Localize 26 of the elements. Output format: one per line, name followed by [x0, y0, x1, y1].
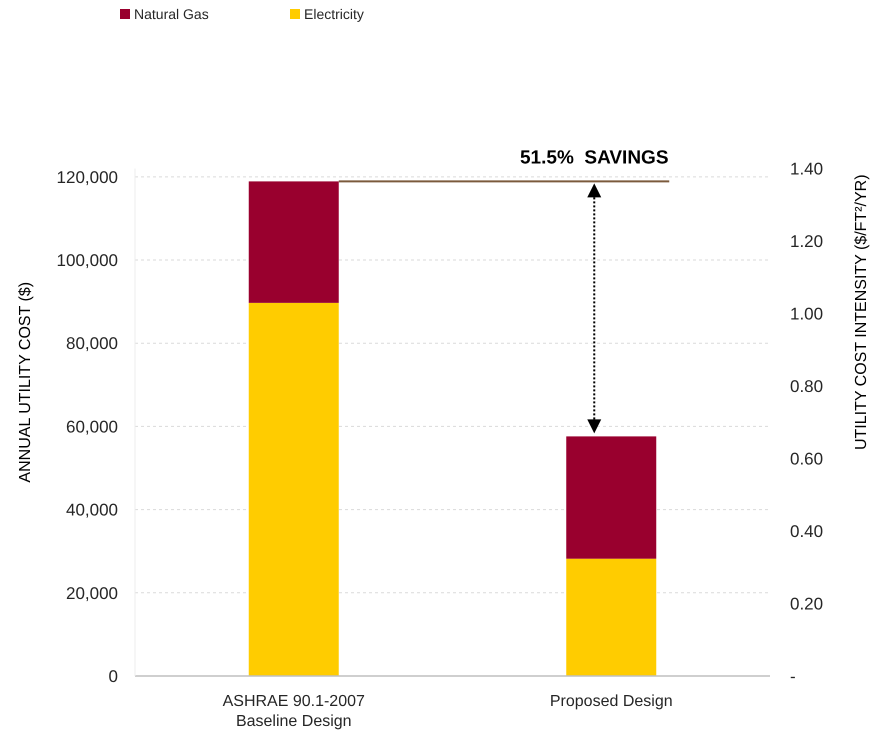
y-tick-label: 0 [108, 666, 118, 686]
y2-tick-label: 0.40 [790, 522, 824, 541]
y2-tick-label: 1.20 [790, 232, 824, 251]
x-tick-label: Proposed Design [550, 693, 673, 710]
y2-tick-label: 0.80 [790, 376, 824, 396]
legend-label: Natural Gas [134, 6, 209, 22]
bar [566, 436, 656, 559]
y2-tick-label: - [790, 666, 796, 686]
x-tick-label: ASHRAE 90.1-2007 Baseline Design [222, 693, 365, 730]
y2-tick-label: 1.00 [790, 304, 824, 324]
y-tick-label: 120,000 [56, 168, 118, 187]
y2-tick-label: 0.60 [790, 449, 824, 468]
y-tick-label: 40,000 [66, 500, 118, 520]
y-axis-title: ANNUAL UTILITY COST ($) [17, 282, 34, 483]
y-tick-label: 20,000 [66, 584, 118, 603]
y-tick-label: 60,000 [66, 417, 118, 436]
text: 51.5% SAVINGS [520, 147, 669, 168]
y2-tick-label: 1.40 [790, 159, 824, 178]
legend-label: Electricity [304, 6, 364, 22]
bar [566, 558, 656, 676]
y-tick-label: 100,000 [56, 250, 118, 270]
y2-tick-label: 0.20 [790, 594, 824, 614]
bar [248, 302, 339, 676]
y2-axis-title: UTILITY COST INTENSITY ($/FT²/YR) [853, 174, 870, 450]
bar [248, 181, 339, 303]
y-tick-label: 80,000 [66, 334, 118, 354]
